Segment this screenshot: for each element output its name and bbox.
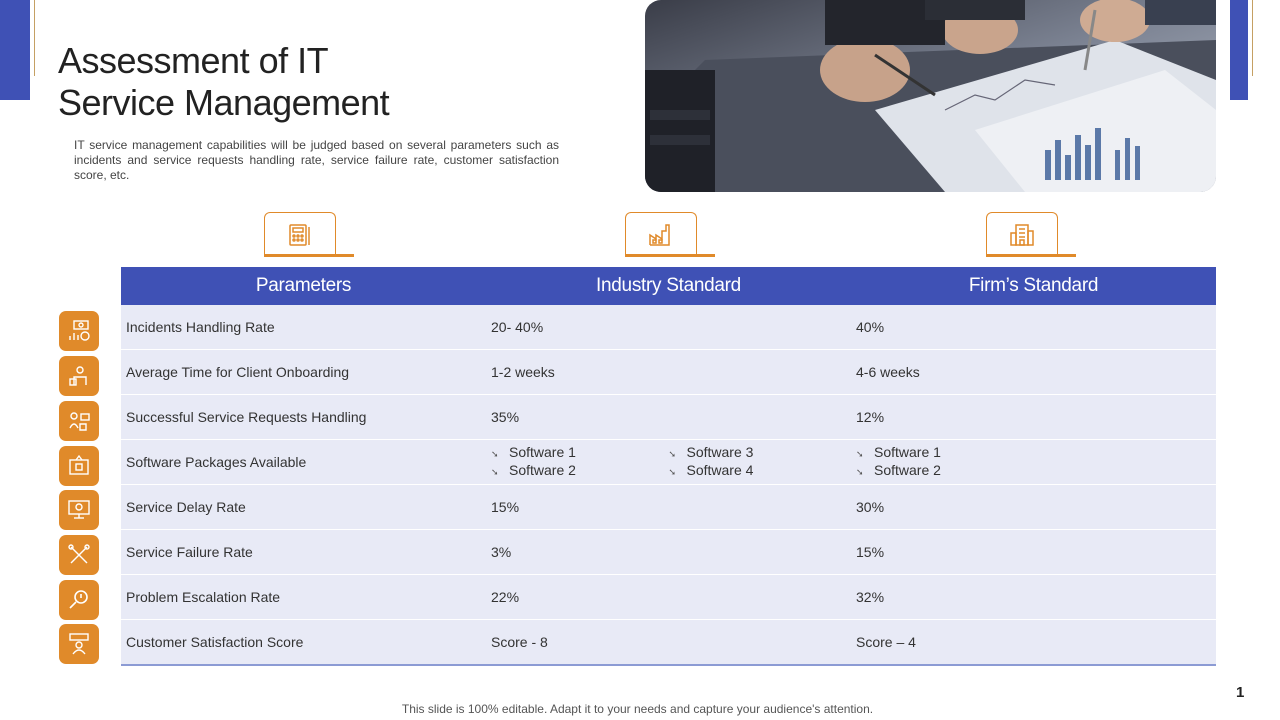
firm-cell: 15%	[851, 529, 1216, 575]
broken-tools-icon	[59, 535, 99, 575]
left-accent-bar	[0, 0, 30, 100]
header-firms-standard: Firm’s Standard	[851, 267, 1216, 305]
column-2-underline	[625, 254, 715, 257]
support-call-icon	[59, 401, 99, 441]
firm-software-list: ➘ Software 1 ➘ Software 2	[856, 444, 1211, 480]
table-row: Service Failure Rate 3% 15%	[121, 529, 1216, 575]
money-chart-icon	[59, 311, 99, 351]
parameter-cell: Software Packages Available	[121, 439, 486, 485]
list-item: ➘ Software 3	[669, 444, 847, 462]
header-parameters: Parameters	[121, 267, 486, 305]
table-row: Problem Escalation Rate 22% 32%	[121, 574, 1216, 620]
firm-cell: 12%	[851, 394, 1216, 440]
parameter-cell: Incidents Handling Rate	[121, 305, 486, 350]
firm-cell: Score – 4	[851, 619, 1216, 666]
table-row: Software Packages Available ➘ Software 1 …	[121, 439, 1216, 485]
table-row: Incidents Handling Rate 20- 40% 40%	[121, 305, 1216, 350]
column-3-underline	[986, 254, 1076, 257]
arrow-bullet-icon: ➘	[668, 449, 677, 459]
parameter-cell: Service Delay Rate	[121, 484, 486, 530]
firm-cell: 30%	[851, 484, 1216, 530]
industry-cell: 35%	[486, 394, 851, 440]
page-number: 1	[1236, 684, 1245, 701]
industry-cell: 15%	[486, 484, 851, 530]
factory-icon	[625, 212, 697, 257]
right-accent-line	[1252, 0, 1253, 76]
magnifier-icon	[59, 580, 99, 620]
left-accent-line	[34, 0, 35, 76]
table-header-row: Parameters Industry Standard Firm’s Stan…	[121, 267, 1216, 305]
hero-photo-image	[645, 0, 1216, 192]
industry-cell: 3%	[486, 529, 851, 575]
hero-photo	[645, 0, 1216, 192]
rating-person-icon	[59, 624, 99, 664]
arrow-bullet-icon: ➘	[491, 467, 499, 477]
arrow-bullet-icon: ➘	[856, 467, 864, 477]
parameter-cell: Average Time for Client Onboarding	[121, 349, 486, 395]
software-name: Software 1	[509, 444, 576, 460]
table-row: Service Delay Rate 15% 30%	[121, 484, 1216, 530]
software-name: Software 1	[874, 444, 941, 460]
arrow-bullet-icon: ➘	[491, 449, 499, 459]
title-line-2: Service Management	[58, 82, 390, 123]
right-accent-bar	[1230, 0, 1248, 100]
intro-paragraph: IT service management capabilities will …	[74, 138, 559, 182]
arrow-bullet-icon: ➘	[668, 467, 677, 477]
industry-cell: 1-2 weeks	[486, 349, 851, 395]
industry-cell: ➘ Software 1 ➘ Software 2 ➘ Software 3 ➘ Sof…	[486, 439, 851, 485]
software-name: Software 2	[509, 462, 576, 478]
onboarding-icon	[59, 356, 99, 396]
firm-cell: 40%	[851, 305, 1216, 350]
table-row: Customer Satisfaction Score Score - 8 Sc…	[121, 619, 1216, 666]
table-row: Successful Service Requests Handling 35%…	[121, 394, 1216, 440]
table-row: Average Time for Client Onboarding 1-2 w…	[121, 349, 1216, 395]
list-item: ➘ Software 2	[491, 462, 669, 480]
industry-software-list: ➘ Software 1 ➘ Software 2 ➘ Software 3 ➘ Sof…	[491, 444, 846, 480]
column-1-underline	[264, 254, 354, 257]
firm-cell: 4-6 weeks	[851, 349, 1216, 395]
footer-note: This slide is 100% editable. Adapt it to…	[401, 702, 874, 716]
parameter-cell: Problem Escalation Rate	[121, 574, 486, 620]
industry-cell: 22%	[486, 574, 851, 620]
list-item: ➘ Software 1	[491, 444, 669, 462]
firm-cell: ➘ Software 1 ➘ Software 2	[851, 439, 1216, 485]
title-line-1: Assessment of IT	[58, 40, 329, 81]
arrow-bullet-icon: ➘	[856, 449, 864, 459]
parameter-cell: Customer Satisfaction Score	[121, 619, 486, 666]
software-name: Software 4	[686, 462, 754, 478]
list-item: ➘ Software 1	[856, 444, 1038, 462]
list-item: ➘ Software 2	[856, 462, 1038, 480]
office-building-icon	[986, 212, 1058, 257]
software-name: Software 2	[874, 462, 941, 478]
calculator-icon	[264, 212, 336, 257]
parameter-cell: Service Failure Rate	[121, 529, 486, 575]
industry-cell: Score - 8	[486, 619, 851, 666]
parameter-cell: Successful Service Requests Handling	[121, 394, 486, 440]
firm-cell: 32%	[851, 574, 1216, 620]
slide-title: Assessment of IT Service Management	[58, 40, 578, 124]
assessment-table: Parameters Industry Standard Firm’s Stan…	[121, 267, 1216, 666]
software-package-icon	[59, 446, 99, 486]
industry-cell: 20- 40%	[486, 305, 851, 350]
monitor-icon	[59, 490, 99, 530]
list-item: ➘ Software 4	[669, 462, 847, 480]
header-industry-standard: Industry Standard	[486, 267, 851, 305]
software-name: Software 3	[686, 444, 754, 460]
